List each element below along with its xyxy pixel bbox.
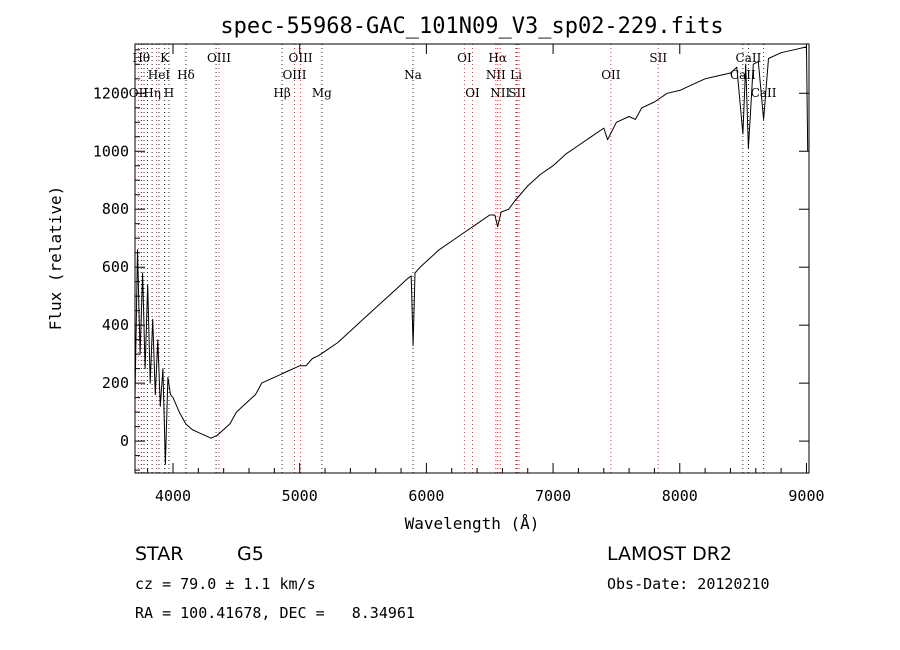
line-marker-label-8: H	[164, 86, 174, 100]
line-marker-label-9: Hδ	[177, 68, 195, 82]
line-marker-label-7: K	[160, 51, 170, 65]
x-tick-label-4: 8000	[662, 487, 698, 505]
observation-date: Obs-Date: 20120210	[607, 575, 770, 593]
line-marker-label-16: Na	[404, 68, 422, 82]
x-tick-label-5: 9000	[788, 487, 824, 505]
chart-title: spec-55968-GAC_101N09_V3_sp02-229.fits	[220, 14, 723, 39]
x-tick-label-3: 7000	[535, 487, 571, 505]
x-tick-label-2: 6000	[408, 487, 444, 505]
redshift-cz: cz = 79.0 ± 1.1 km/s	[135, 575, 316, 593]
survey-name: LAMOST DR2	[607, 543, 732, 565]
y-tick-label-0: 0	[120, 432, 129, 450]
line-marker-label-11: OIII	[207, 51, 231, 65]
line-marker-label-23: SII	[508, 86, 526, 100]
y-tick-label-6: 1200	[93, 84, 129, 102]
y-tick-label-3: 600	[102, 258, 129, 276]
line-marker-label-18: OI	[465, 86, 480, 100]
y-tick-label-2: 400	[102, 316, 129, 334]
spectrum-line-0	[134, 46, 809, 465]
line-marker-label-28: CaII	[736, 51, 762, 65]
line-marker-label-20: Hα	[488, 51, 507, 65]
line-marker-label-14: OIII	[289, 51, 313, 65]
ra-dec: RA = 100.41678, DEC = 8.34961	[135, 604, 415, 622]
spectrum-series	[134, 46, 809, 465]
x-axis-label: Wavelength (Å)	[405, 514, 540, 533]
line-marker-label-1: Hθ	[132, 51, 150, 65]
line-marker-label-22: Li	[510, 68, 522, 82]
y-tick-label-1: 200	[102, 374, 129, 392]
line-marker-label-25: OII	[601, 68, 621, 82]
spectral-line-markers: OII Hθ Hη HeI K HHδ OIII Hβ OIII OIII Mg Na OI OI NII H…	[129, 44, 777, 473]
line-marker-label-26: SII	[649, 51, 667, 65]
y-tick-label-4: 800	[102, 200, 129, 218]
line-marker-label-29: CaII	[751, 86, 777, 100]
line-marker-label-15: Mg	[312, 86, 332, 100]
line-marker-label-19: NII	[486, 68, 506, 82]
x-tick-label-0: 4000	[155, 487, 191, 505]
line-marker-label-27: CaII	[730, 68, 756, 82]
line-marker-label-17: OI	[457, 51, 472, 65]
line-marker-label-13: OIII	[282, 68, 306, 82]
line-marker-label-4: Hη	[143, 86, 161, 100]
line-marker-label-12: Hβ	[273, 86, 290, 100]
y-axis-ticks: 0 200 400 600 800 1000 1200	[93, 49, 809, 471]
line-marker-label-21: NII	[490, 86, 510, 100]
y-axis-label: Flux (relative)	[46, 186, 65, 331]
x-tick-label-1: 5000	[282, 487, 318, 505]
y-tick-label-5: 1000	[93, 142, 129, 160]
plot-frame	[134, 43, 810, 474]
line-marker-label-6: HeI	[148, 68, 171, 82]
x-axis-ticks: 4000 5000 6000 7000 8000 9000	[147, 44, 825, 505]
object-class: STAR	[135, 543, 184, 565]
object-subclass: G5	[237, 543, 264, 565]
